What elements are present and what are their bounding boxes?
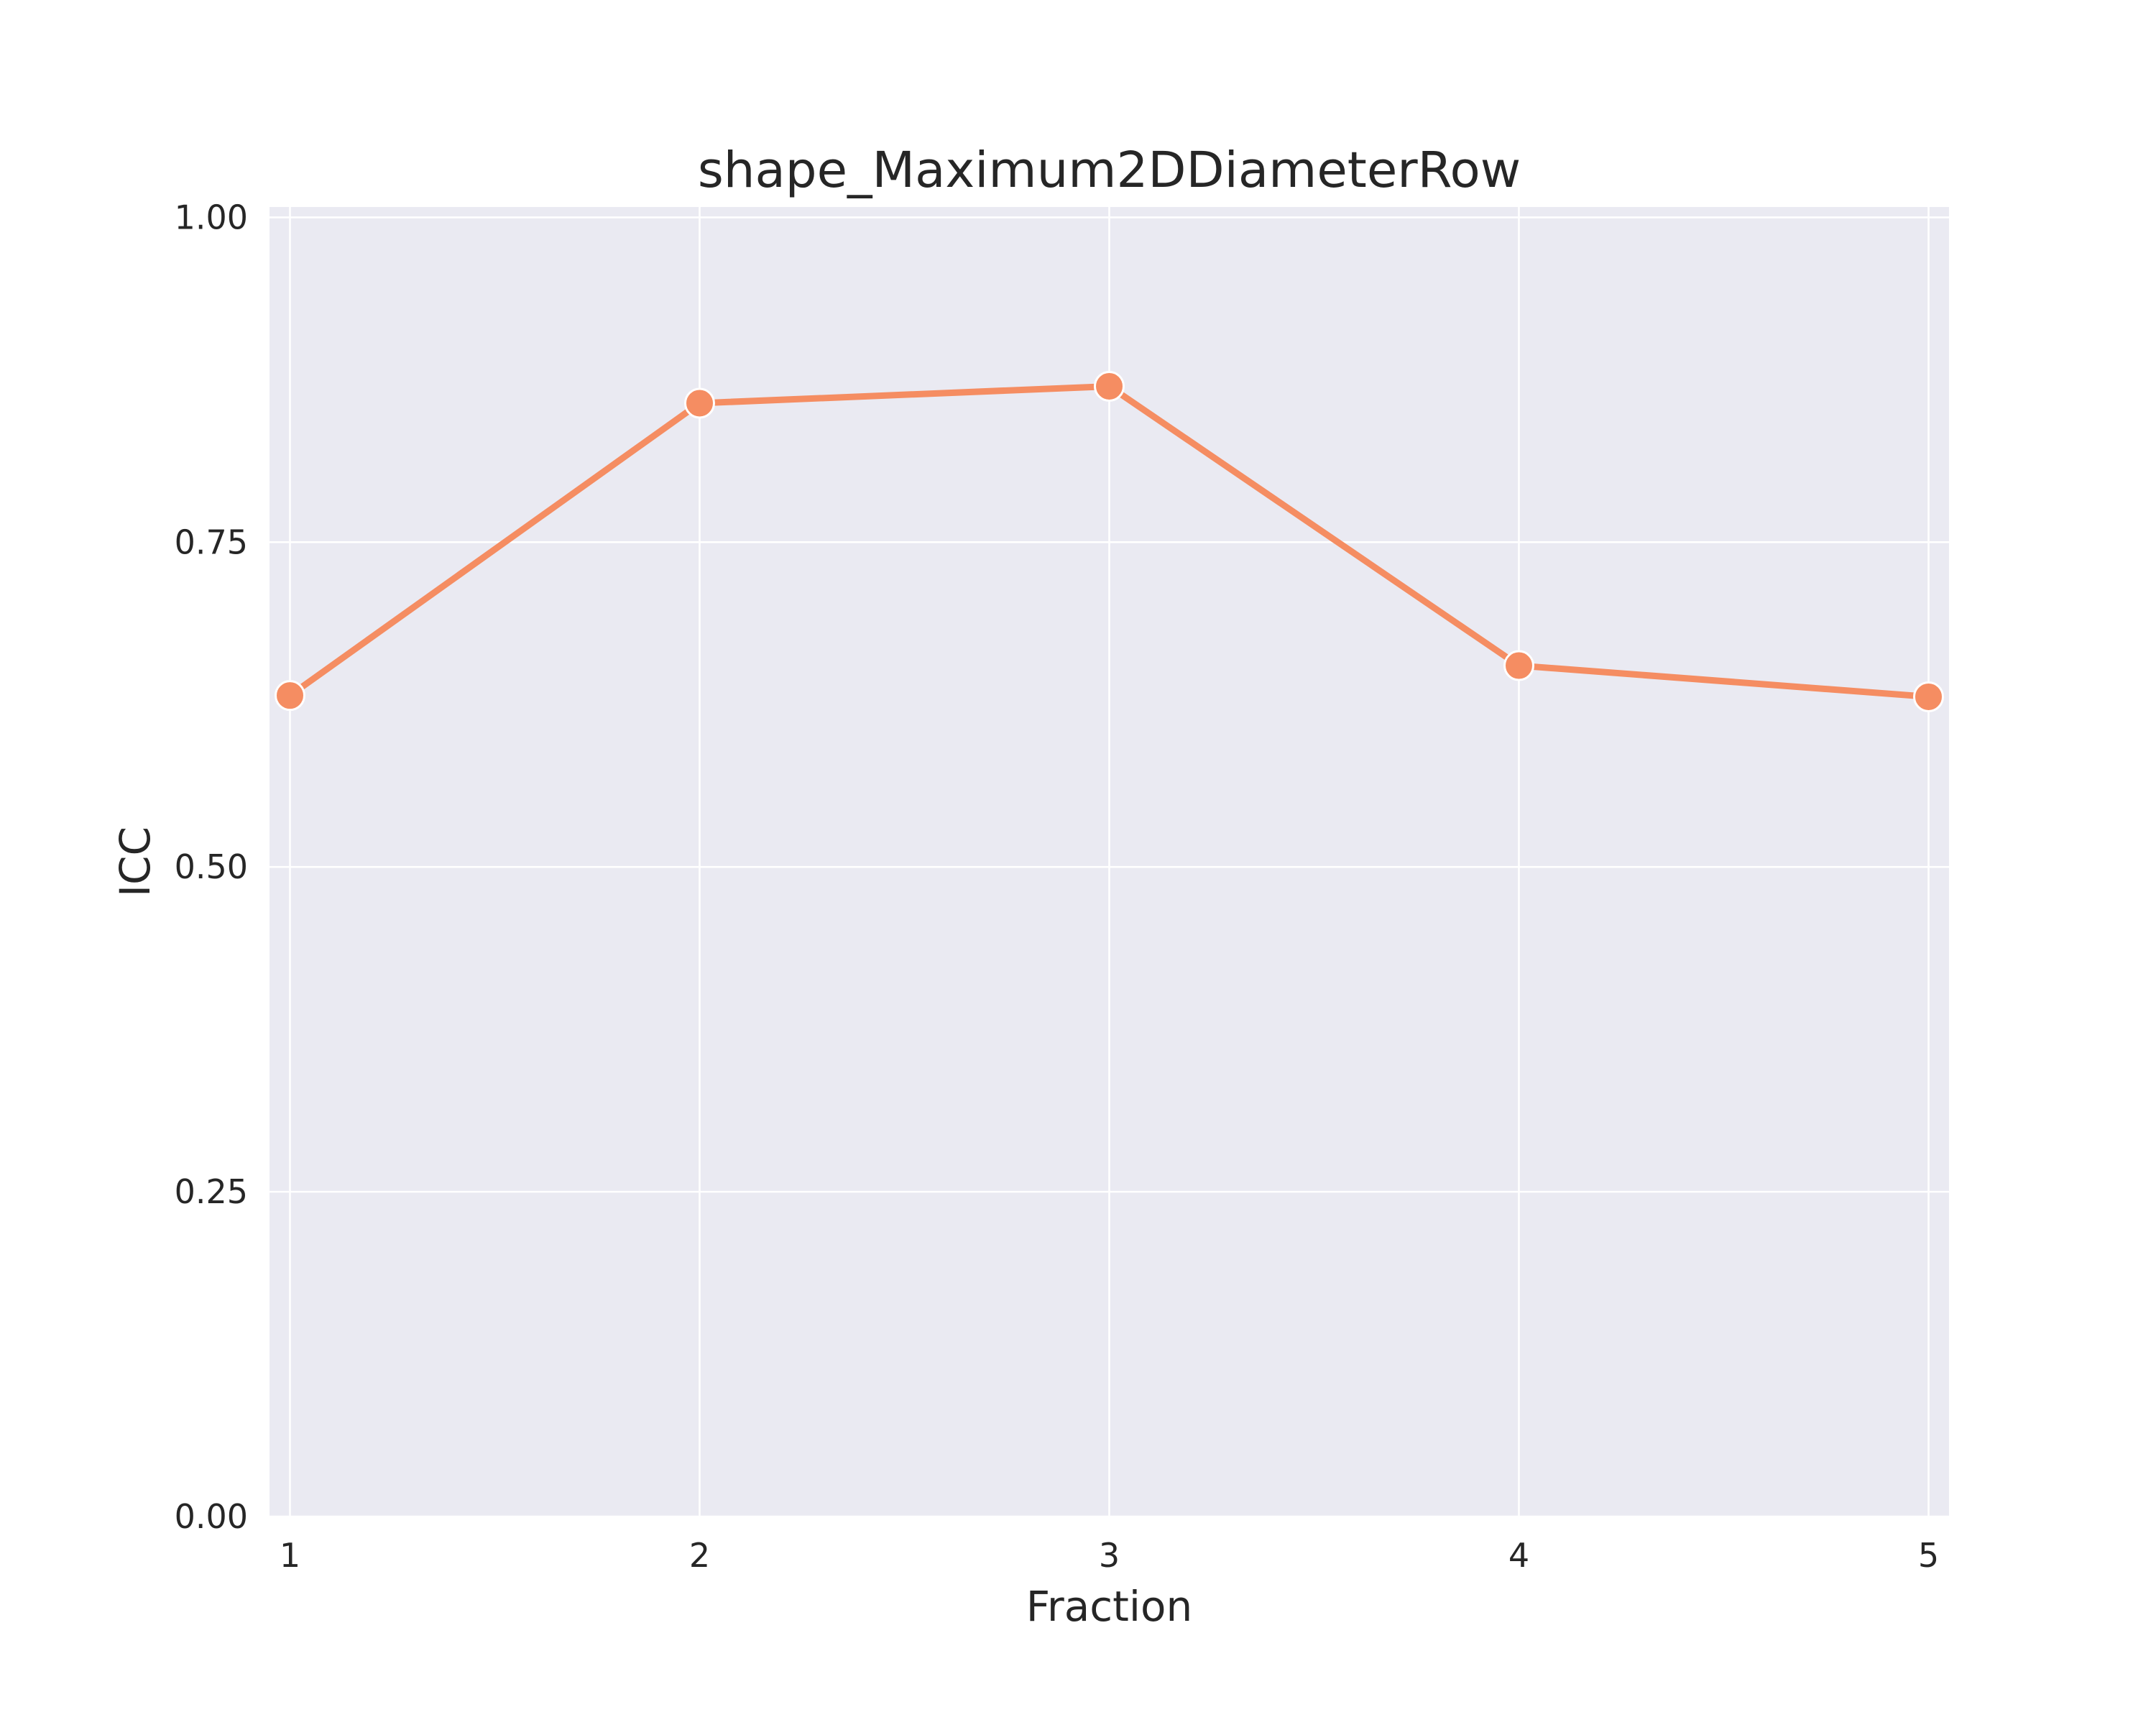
- y-axis-ticks: 0.00 0.25 0.50 0.75 1.00: [175, 198, 248, 1536]
- data-point: [1094, 370, 1125, 402]
- x-axis-ticks: 1 2 3 4 5: [280, 1536, 1939, 1575]
- y-tick-label: 0.25: [175, 1172, 248, 1211]
- y-axis-label: ICC: [111, 827, 160, 897]
- data-point: [1503, 650, 1534, 681]
- y-tick-label: 0.00: [175, 1497, 248, 1536]
- chart-title: shape_Maximum2DDiameterRow: [698, 142, 1521, 199]
- grid: [270, 207, 1949, 1518]
- x-axis-label: Fraction: [1026, 1582, 1193, 1631]
- x-tick-label: 4: [1508, 1536, 1529, 1575]
- x-tick-label: 1: [280, 1536, 300, 1575]
- data-point: [1913, 681, 1944, 712]
- x-tick-label: 2: [689, 1536, 710, 1575]
- x-tick-label: 3: [1099, 1536, 1120, 1575]
- series-layer: [275, 370, 1944, 712]
- data-point: [275, 680, 305, 712]
- y-tick-label: 0.75: [175, 523, 248, 561]
- data-point: [684, 387, 715, 419]
- y-tick-label: 0.50: [175, 847, 248, 886]
- y-tick-label: 1.00: [175, 198, 248, 236]
- x-tick-label: 5: [1918, 1536, 1939, 1575]
